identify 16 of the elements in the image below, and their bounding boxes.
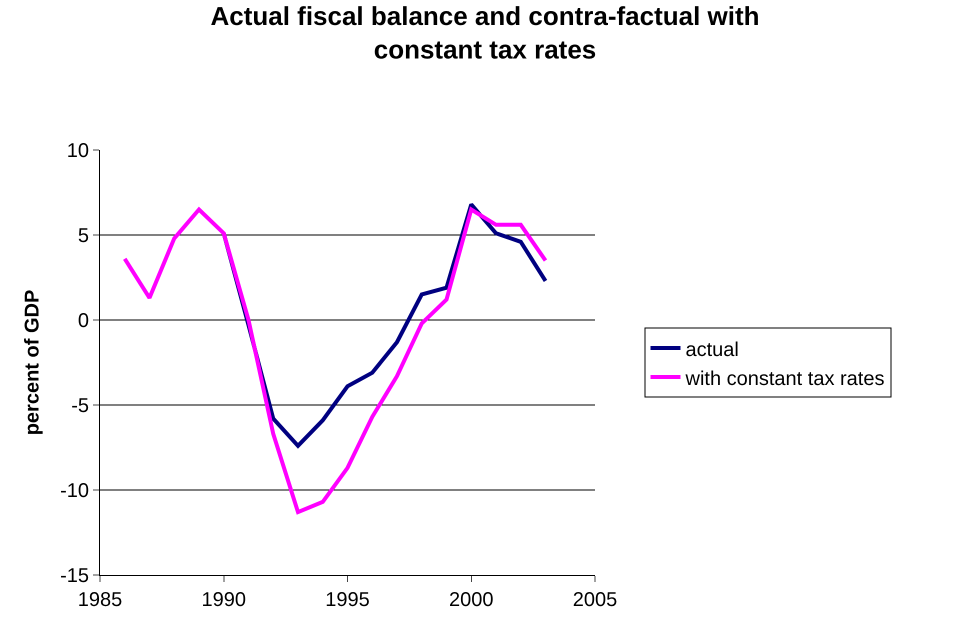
y-tick-label: -15 xyxy=(60,565,89,587)
y-tick-label: -10 xyxy=(60,480,89,502)
y-tick-label: 10 xyxy=(66,140,89,162)
y-axis-title: percent of GDP xyxy=(22,290,44,436)
y-tick-label: 5 xyxy=(78,225,89,247)
legend-label: with constant tax rates xyxy=(684,368,884,390)
x-tick-label: 2000 xyxy=(449,589,494,611)
x-tick-label: 1990 xyxy=(202,589,246,611)
x-tick-label: 1985 xyxy=(78,589,122,611)
y-tick-label: -5 xyxy=(71,395,89,417)
legend-label: actual xyxy=(686,338,739,361)
line-series xyxy=(122,208,548,514)
x-tick-label: 2005 xyxy=(572,589,618,611)
chart-title: Actual fiscal balance and contra-factual with constant tax rates xyxy=(210,0,760,65)
y-tick-label: 0 xyxy=(78,310,89,332)
x-tick-label: 1995 xyxy=(325,589,370,611)
